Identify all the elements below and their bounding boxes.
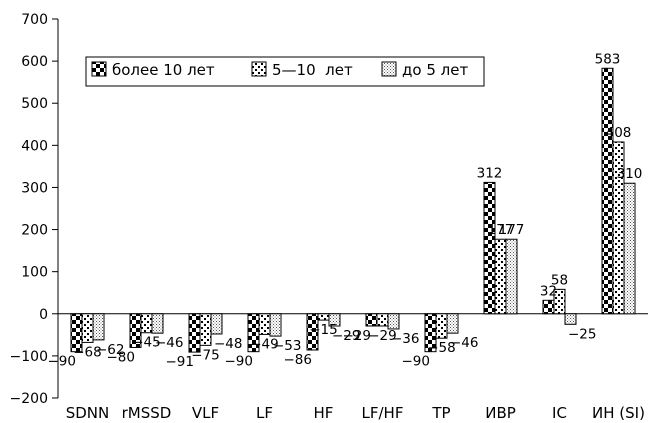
bar-3 [564, 313, 577, 325]
data-label: 310 [617, 166, 643, 182]
data-label: −45 [132, 335, 161, 351]
bar-3 [210, 313, 223, 335]
data-label: −90 [225, 354, 254, 370]
data-label: 583 [595, 51, 621, 67]
x-category-label: rMSSD [122, 404, 172, 422]
data-label: 408 [606, 125, 632, 141]
data-label: −86 [284, 352, 313, 368]
y-tick-label: 500 [21, 96, 48, 112]
y-tick-label: 200 [21, 223, 48, 239]
data-label: 32 [540, 283, 557, 299]
bar-3 [446, 313, 459, 334]
data-label: −29 [343, 328, 372, 344]
x-category-label: ИВР [485, 404, 516, 422]
legend-swatch-stipple [381, 61, 397, 77]
bar-2 [258, 313, 271, 335]
data-label: −80 [107, 349, 136, 365]
bar-1 [188, 313, 201, 353]
legend-swatch-checker [91, 61, 107, 77]
data-label: −58 [427, 340, 456, 356]
bar-3 [92, 313, 105, 341]
data-labels-layer: −90−68−62−80−45−46−91−75−48−90−49−53−86−… [48, 51, 643, 370]
bar-1 [483, 181, 496, 315]
data-label: −15 [309, 322, 338, 338]
legend-swatch-dots [251, 61, 267, 77]
legend-label-series-1: более 10 лет [112, 61, 215, 79]
bar-1 [601, 67, 614, 315]
y-tick-label: 700 [21, 12, 48, 28]
y-tick-label: 400 [21, 138, 48, 154]
data-label: −36 [391, 331, 420, 347]
data-label: −49 [250, 336, 279, 352]
x-category-label: LF [256, 404, 273, 422]
bar-2 [553, 288, 566, 315]
y-tick-label: 0 [39, 307, 48, 323]
data-label: −75 [191, 347, 220, 363]
legend-label-series-2: 5—10 лет [272, 61, 353, 79]
y-tick-label: 300 [21, 180, 48, 196]
data-label: 58 [551, 272, 568, 288]
bar-1 [306, 313, 319, 351]
bar-3 [505, 238, 518, 315]
bar-1 [365, 313, 378, 327]
bar-2 [376, 313, 389, 327]
data-label: 312 [477, 165, 503, 181]
y-tick-label: 600 [21, 54, 48, 70]
data-label: −48 [214, 336, 243, 352]
x-category-label: HF [314, 404, 334, 422]
data-label: −68 [73, 344, 102, 360]
x-category-label: IC [552, 404, 567, 422]
bars-layer [70, 67, 636, 353]
y-tick-label: −200 [10, 391, 48, 407]
x-category-label: VLF [192, 404, 219, 422]
data-label: −46 [155, 335, 184, 351]
data-label: −62 [96, 342, 125, 358]
bar-3 [151, 313, 164, 334]
bar-3 [269, 313, 282, 337]
x-category-label: TP [431, 404, 450, 422]
x-category-label: SDNN [66, 404, 110, 422]
legend-label-series-3: до 5 лет [402, 61, 468, 79]
bar-2 [435, 313, 448, 339]
bar-3 [623, 182, 636, 315]
data-label: −46 [450, 335, 479, 351]
data-label: −90 [402, 354, 431, 370]
bar-3 [387, 313, 400, 330]
data-label: −91 [166, 354, 195, 370]
data-label: −53 [273, 338, 302, 354]
y-tick-label: −100 [10, 349, 48, 365]
bar-3 [328, 313, 341, 327]
bar-1 [542, 299, 555, 315]
data-label: −25 [568, 326, 597, 342]
x-category-label: LF/HF [362, 404, 404, 422]
data-label: −29 [368, 328, 397, 344]
axis-layer: −200 −100 0 100 200 300 400 500 600 700 SDNN rMSSD V… [10, 12, 648, 422]
data-label: 177 [499, 222, 525, 238]
bar-2 [199, 313, 212, 346]
bar-2 [81, 313, 94, 343]
bar-2 [494, 238, 507, 315]
legend: более 10 лет 5—10 лет до 5 лет [85, 56, 485, 87]
legend-frame [85, 56, 485, 87]
data-label: 177 [488, 222, 514, 238]
data-label: −29 [332, 328, 361, 344]
x-category-label: ИН (SI) [592, 404, 645, 422]
bar-2 [317, 313, 330, 321]
y-tick-label: 100 [21, 265, 48, 281]
data-label: −90 [48, 354, 77, 370]
bar-2 [140, 313, 153, 334]
